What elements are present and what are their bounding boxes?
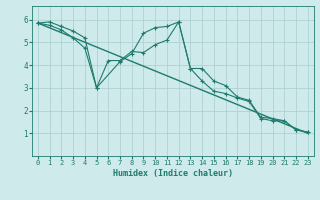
X-axis label: Humidex (Indice chaleur): Humidex (Indice chaleur) [113, 169, 233, 178]
